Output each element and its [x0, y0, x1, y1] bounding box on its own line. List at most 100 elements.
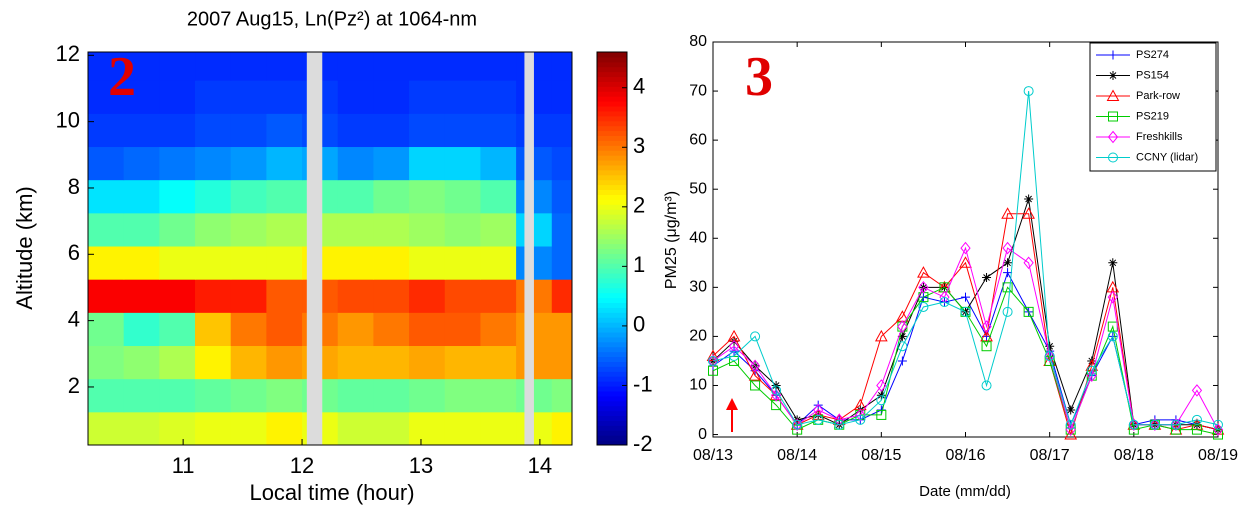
heatmap-cell: [551, 179, 572, 214]
marker: [874, 329, 888, 342]
colorbar-step: [597, 395, 627, 402]
y-tick-label: 12: [56, 41, 80, 66]
marker: [1128, 419, 1139, 430]
colorbar-step: [597, 150, 627, 156]
marker: [1128, 418, 1139, 432]
heatmap-cell: [195, 411, 232, 445]
colorbar-step: [597, 233, 627, 240]
heatmap-cell: [159, 212, 196, 247]
colorbar-step: [597, 120, 627, 127]
colorbar-step: [597, 228, 627, 235]
heatmap-cell: [230, 113, 267, 148]
heatmap-cell: [337, 345, 374, 380]
heatmap-cell: [230, 80, 267, 114]
heatmap-cell: [195, 312, 232, 347]
colorbar-tick-label: 2: [633, 193, 645, 218]
heatmap-cell: [195, 113, 232, 148]
heatmap-cell: [337, 179, 374, 214]
heatmap-cell: [337, 80, 374, 114]
marker: [750, 331, 761, 342]
data-gap: [524, 52, 534, 445]
marker: [1022, 207, 1035, 219]
marker: [855, 408, 866, 422]
heatmap-cell: [551, 279, 572, 313]
colorbar-step: [597, 336, 627, 343]
heatmap-cell: [373, 52, 410, 81]
heatmap-cell: [444, 179, 481, 214]
y-tick-label: 30: [689, 279, 707, 296]
colorbar-step: [597, 174, 627, 181]
marker: [1044, 351, 1055, 362]
heatmap-cell: [159, 411, 196, 445]
heatmap-cell: [195, 146, 232, 181]
marker: [834, 413, 845, 427]
heatmap-cell: [195, 179, 232, 214]
heatmap-cell: [159, 345, 196, 380]
series: [708, 282, 1223, 440]
marker: [939, 290, 950, 304]
heatmap-cell: [195, 212, 232, 247]
heatmap-cell: [480, 279, 517, 313]
marker: [897, 341, 908, 352]
heatmap-cell: [409, 312, 446, 347]
heatmap-cell: [230, 212, 267, 247]
colorbar-tick-label: -2: [633, 431, 653, 456]
heatmap-cell: [266, 246, 303, 280]
heatmap-cell: [409, 378, 446, 413]
heatmap-cell: [516, 378, 553, 413]
heatmap-cell: [230, 345, 267, 380]
heatmap-cell: [88, 312, 125, 347]
heatmap-cell: [551, 246, 572, 280]
heatmap-cell: [480, 52, 517, 81]
heatmap-cell: [266, 146, 303, 181]
marker: [1149, 418, 1161, 432]
series: [708, 194, 1223, 435]
colorbar-step: [597, 268, 627, 274]
colorbar-step: [597, 376, 627, 382]
plot-frame: [87, 51, 573, 446]
colorbar-step: [597, 96, 627, 102]
series-line: [712, 246, 1219, 432]
legend-label: Park-row: [1136, 90, 1180, 102]
marker: [1170, 419, 1181, 430]
marker: [960, 306, 971, 317]
legend-box: [1089, 42, 1217, 172]
legend-label: Freshkills: [1136, 131, 1183, 143]
colorbar-step: [597, 332, 627, 338]
heatmap-cell: [337, 113, 374, 148]
heatmap-cell: [409, 179, 446, 214]
colorbar-step: [597, 307, 627, 313]
y-tick-label: 80: [689, 33, 707, 50]
heatmap-cell: [480, 312, 517, 347]
heatmap-cell: [516, 345, 553, 380]
marker: [1044, 349, 1055, 363]
colorbar-tick-label: 1: [633, 252, 645, 277]
y-axis-label: PM25 (μg/m³): [663, 191, 680, 289]
y-tick-label: 20: [689, 328, 707, 345]
heatmap-cell: [337, 378, 374, 413]
heatmap-cell: [373, 113, 410, 148]
heatmap-cell: [373, 312, 410, 347]
marker: [1170, 418, 1182, 432]
x-tick-label: 08/14: [777, 447, 817, 464]
heatmap-cell: [516, 312, 553, 347]
colorbar-step: [597, 361, 627, 367]
colorbar-step: [597, 346, 627, 353]
heatmap-cell: [480, 179, 517, 214]
x-tick-label: 12: [290, 453, 314, 478]
heatmap-cell: [444, 212, 481, 247]
heatmap-cell: [480, 345, 517, 380]
heatmap-cell: [444, 345, 481, 380]
marker: [792, 419, 803, 430]
marker: [1065, 419, 1076, 430]
x-tick-label: 14: [528, 453, 552, 478]
heatmap-cell: [444, 113, 481, 148]
heatmap-cell: [551, 411, 572, 445]
heatmap-cell: [88, 80, 125, 114]
heatmap-cell: [123, 52, 160, 81]
heatmap-cell: [409, 345, 446, 380]
heatmap-cell: [266, 411, 303, 445]
colorbar-step: [597, 440, 627, 446]
heatmap-cell: [337, 411, 374, 445]
